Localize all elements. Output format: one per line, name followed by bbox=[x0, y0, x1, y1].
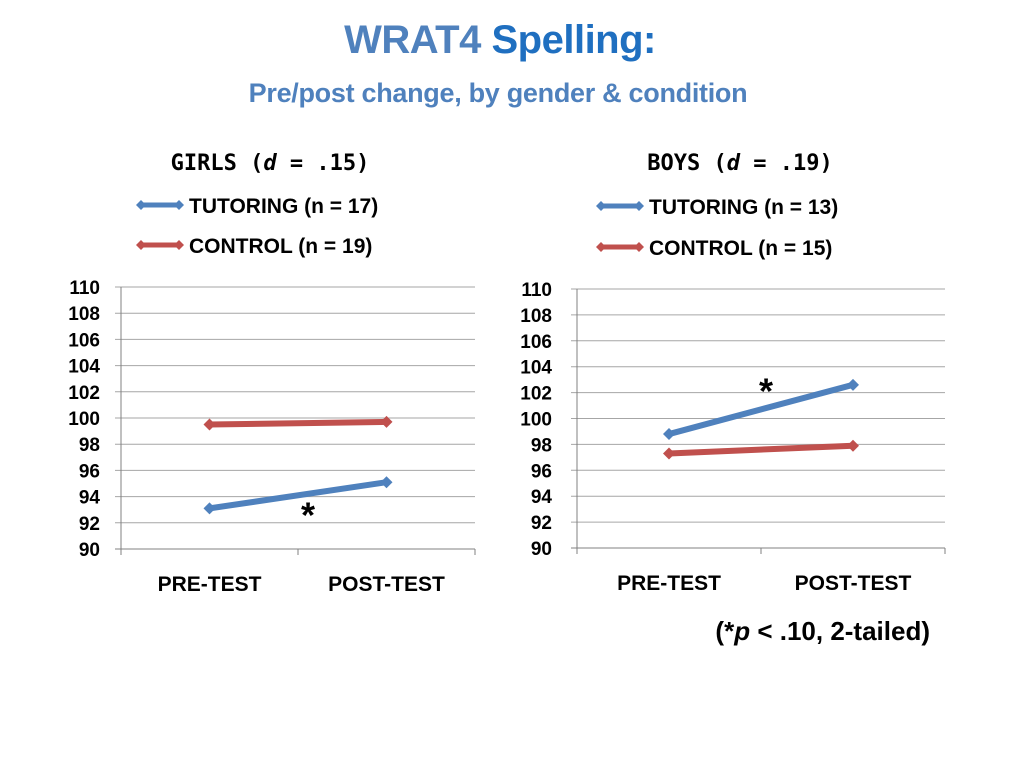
y-tick-label: 100 bbox=[520, 410, 552, 431]
y-tick-label: 98 bbox=[79, 435, 100, 456]
y-tick-label: 106 bbox=[68, 330, 100, 351]
legend-label-control: CONTROL (n = 19) bbox=[189, 235, 372, 258]
y-tick-label: 92 bbox=[531, 513, 552, 534]
x-category-label: PRE-TEST bbox=[617, 572, 721, 595]
legend-label-tutoring: TUTORING (n = 17) bbox=[189, 195, 378, 218]
y-tick-label: 106 bbox=[520, 332, 552, 353]
chart-title-pre: GIRLS ( bbox=[171, 151, 264, 176]
legend-marker-tutoring bbox=[174, 200, 184, 210]
significance-footnote: (*p < .10, 2-tailed) bbox=[715, 616, 930, 647]
y-tick-label: 102 bbox=[520, 384, 552, 405]
legend-marker-tutoring bbox=[596, 201, 606, 211]
data-point-control bbox=[380, 415, 393, 428]
chart-title-post: = .15) bbox=[277, 151, 370, 176]
chart-title: BOYS (d = .19) bbox=[647, 151, 832, 176]
chart-title-italic: d bbox=[727, 151, 741, 176]
y-tick-label: 90 bbox=[79, 540, 100, 561]
legend-marker-tutoring bbox=[136, 200, 146, 210]
chart-title-post: = .19) bbox=[740, 151, 833, 176]
y-tick-label: 104 bbox=[520, 358, 552, 379]
data-point-tutoring bbox=[203, 502, 216, 515]
slide-subtitle: Pre/post change, by gender & condition bbox=[248, 78, 748, 108]
y-tick-label: 110 bbox=[521, 280, 552, 301]
title-part-1: WRAT4 bbox=[344, 18, 481, 62]
footnote-p: p bbox=[734, 616, 751, 646]
x-category-label: PRE-TEST bbox=[158, 573, 262, 596]
y-tick-label: 100 bbox=[68, 409, 100, 430]
series-line-tutoring bbox=[666, 381, 856, 438]
legend-marker-control bbox=[634, 242, 644, 252]
legend-marker-control bbox=[174, 240, 184, 250]
y-tick-label: 96 bbox=[531, 461, 552, 482]
series-line-tutoring bbox=[206, 479, 390, 512]
chart-title: GIRLS (d = .15) bbox=[171, 151, 370, 176]
y-tick-label: 92 bbox=[79, 514, 100, 535]
series-line-control bbox=[666, 442, 856, 457]
y-tick-label: 96 bbox=[79, 461, 100, 482]
legend-label-tutoring: TUTORING (n = 13) bbox=[649, 196, 838, 219]
y-tick-label: 108 bbox=[68, 304, 100, 325]
footnote-open: (* bbox=[715, 616, 735, 646]
data-point-control bbox=[847, 439, 859, 452]
legend-marker-tutoring bbox=[634, 201, 644, 211]
chart-title-pre: BOYS ( bbox=[647, 151, 726, 176]
y-tick-label: 104 bbox=[68, 357, 100, 378]
chart-panel-girls: GIRLS (d = .15) TUTORING (n = 17) CONTROL … bbox=[68, 151, 476, 596]
y-tick-label: 94 bbox=[531, 487, 553, 508]
chart-title-italic: d bbox=[263, 151, 277, 176]
slide-title: WRAT4 Spelling: bbox=[0, 18, 1000, 63]
title-part-2: Spelling: bbox=[491, 18, 656, 62]
y-tick-label: 102 bbox=[68, 383, 100, 404]
data-point-tutoring bbox=[663, 428, 675, 441]
y-tick-label: 108 bbox=[520, 306, 552, 327]
data-point-control bbox=[203, 418, 216, 431]
y-tick-label: 98 bbox=[531, 435, 552, 456]
legend-marker-control bbox=[136, 240, 146, 250]
x-category-label: POST-TEST bbox=[328, 573, 445, 596]
significance-asterisk: * bbox=[759, 370, 773, 411]
footnote-rest: < .10, 2-tailed) bbox=[750, 616, 930, 646]
significance-asterisk: * bbox=[301, 494, 315, 535]
y-tick-label: 110 bbox=[69, 278, 100, 299]
data-point-tutoring bbox=[847, 378, 859, 391]
y-tick-label: 90 bbox=[531, 539, 552, 560]
legend-marker-control bbox=[596, 242, 606, 252]
chart-panel-boys: BOYS (d = .19) TUTORING (n = 13) CONTROL (… bbox=[520, 151, 946, 595]
data-point-tutoring bbox=[380, 476, 393, 489]
legend-label-control: CONTROL (n = 15) bbox=[649, 237, 832, 260]
x-category-label: POST-TEST bbox=[795, 572, 912, 595]
series-line-control bbox=[206, 418, 390, 428]
y-tick-label: 94 bbox=[79, 488, 101, 509]
data-point-control bbox=[663, 447, 675, 460]
